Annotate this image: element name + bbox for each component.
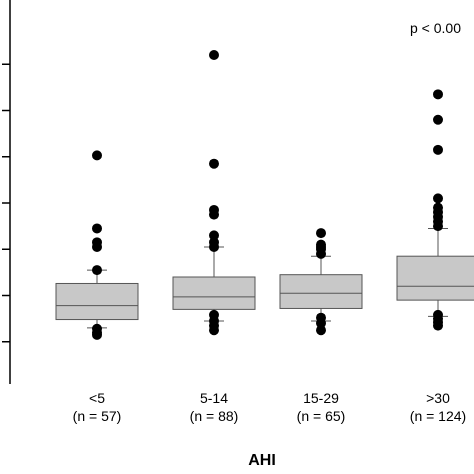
outlier-point [433,309,443,320]
iqr-box [279,274,363,309]
iqr-box [396,255,474,301]
x-tick-n-label: (n = 65) [297,408,346,424]
box-2 [172,246,256,322]
x-axis-title: AHI [248,452,276,469]
p-value-annotation: p < 0.00 [410,20,461,36]
box-4 [396,227,474,317]
outlier-point [433,144,443,155]
iqr-box [55,282,139,321]
outlier-point [316,239,326,250]
box-series [55,227,474,329]
x-tick-n-label: (n = 57) [73,408,122,424]
outlier-point [209,158,219,169]
outlier-point [209,204,219,215]
x-tick-label: >30 [426,390,450,406]
outlier-point [92,223,102,234]
x-tick-labels: <5 (n = 57) 5-14 (n = 88) 15-29 (n = 65) >30 (n… [73,390,467,424]
outlier-point [316,325,326,336]
outlier-point [209,50,219,60]
x-tick-label: 5-14 [200,390,228,406]
outlier-point [433,202,443,213]
outlier-point [92,265,102,276]
outlier-point [92,323,102,334]
x-tick-label: <5 [89,390,105,406]
outlier-point [433,89,443,100]
x-tick-n-label: (n = 88) [190,408,239,424]
iqr-box [172,276,256,310]
outlier-point [92,237,102,248]
x-tick-label: 15-29 [303,390,339,406]
outlier-point [433,193,443,204]
outlier-point [209,230,219,241]
outlier-point [316,228,326,239]
outlier-point [433,114,443,125]
box-3 [279,255,363,322]
y-axis [2,0,11,384]
outlier-point [209,309,219,320]
outlier-point [316,312,326,323]
outlier-points [92,50,443,340]
box-1 [55,269,139,329]
outlier-point [209,237,219,248]
x-tick-n-label: (n = 124) [410,408,466,424]
outlier-point [92,150,102,161]
